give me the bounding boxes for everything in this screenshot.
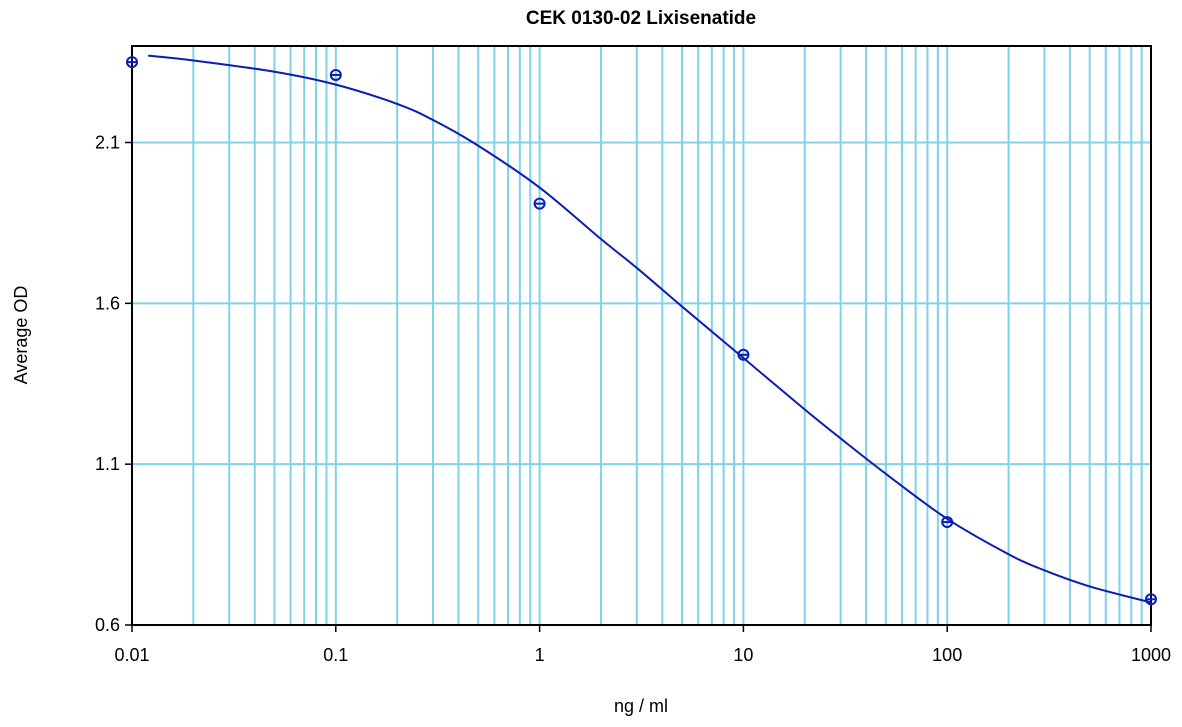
x-tick-label: 1000 [1131, 645, 1171, 665]
data-point [737, 348, 750, 361]
y-tick-label: 1.1 [95, 454, 120, 474]
x-tick-label: 100 [932, 645, 962, 665]
fit-curve [148, 54, 1152, 604]
data-point [126, 56, 138, 69]
fit-curve-layer [148, 54, 1152, 604]
data-point [1145, 593, 1157, 606]
data-point [329, 68, 342, 81]
y-axis-label: Average OD [11, 286, 31, 385]
x-tick-label: 10 [733, 645, 753, 665]
x-axis-label: ng / ml [614, 696, 668, 716]
chart-title: CEK 0130-02 Lixisenatide [526, 8, 756, 29]
plot-frame [131, 45, 1152, 626]
x-tick-label: 0.1 [323, 645, 348, 665]
data-point [941, 516, 954, 529]
y-tick-label: 1.6 [95, 293, 120, 313]
y-tick-label: 0.6 [95, 615, 120, 635]
x-tick-label: 1 [535, 645, 545, 665]
grid [132, 46, 1151, 625]
axis-ticks: 0.01 0.1 1 10 100 1000 0.6 1.1 1.6 2.1 [95, 133, 1171, 666]
data-point [533, 197, 546, 210]
y-tick-label: 2.1 [95, 133, 120, 153]
data-points-layer [126, 56, 1157, 606]
x-tick-label: 0.01 [114, 645, 149, 665]
